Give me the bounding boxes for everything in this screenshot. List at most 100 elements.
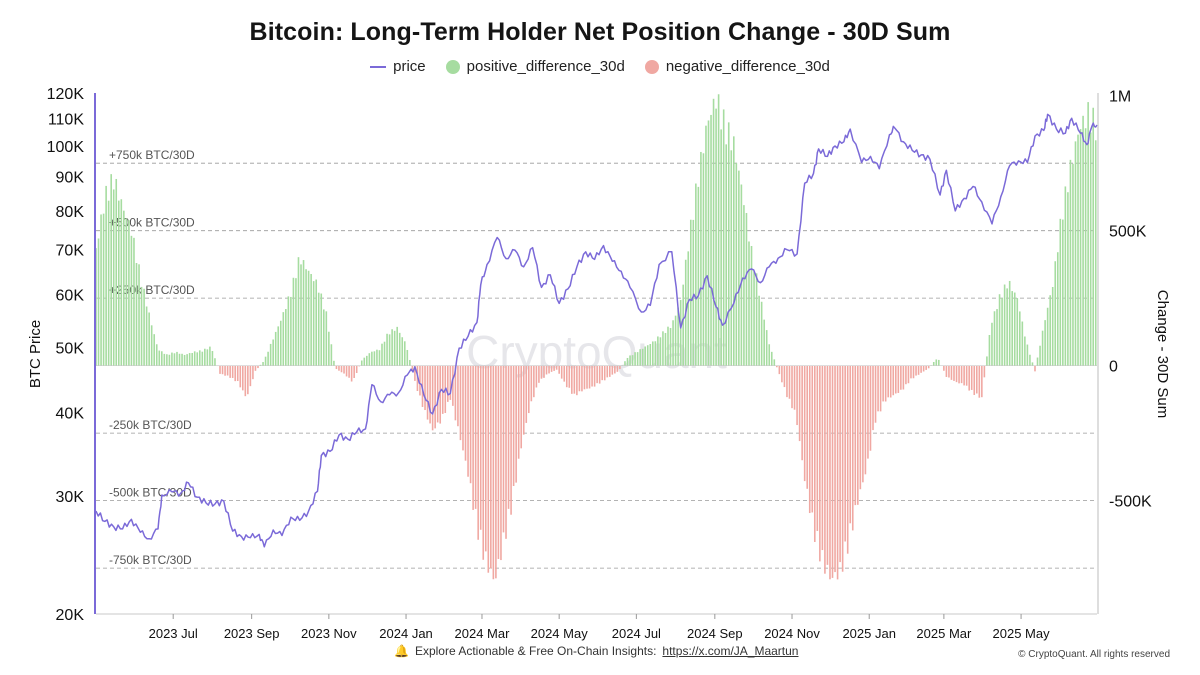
footer-link[interactable]: https://x.com/JA_Maartun [662, 644, 799, 658]
positive-bar [697, 186, 700, 366]
positive-bar [383, 341, 386, 366]
positive-bar [178, 353, 181, 366]
negative-bar [517, 365, 520, 459]
legend-item-price[interactable]: price [370, 58, 426, 75]
positive-bar [730, 150, 733, 366]
positive-bar [687, 251, 690, 366]
x-tick-label-9: 2025 Jan [842, 626, 896, 641]
positive-bar [1062, 219, 1064, 366]
positive-bar [1046, 307, 1049, 366]
negative-bar [573, 365, 576, 394]
x-tick-label-8: 2024 Nov [764, 626, 820, 641]
reference-label-0: +750k BTC/30D [109, 148, 195, 162]
positive-bar [750, 246, 753, 366]
positive-bar [1074, 141, 1077, 366]
positive-bar [181, 353, 183, 366]
positive-bar [186, 354, 188, 366]
x-tick-label-5: 2024 May [531, 626, 589, 641]
left-tick-label-10: 120K [47, 86, 85, 103]
positive-bar [112, 189, 115, 366]
negative-bar [981, 365, 983, 398]
positive-bar [198, 350, 201, 366]
positive-bar [998, 294, 1001, 366]
positive-bar [1077, 134, 1079, 366]
positive-bar [264, 356, 267, 366]
negative-bar [786, 365, 788, 398]
negative-bar [571, 365, 573, 394]
negative-bar [459, 365, 462, 441]
positive-bar [188, 353, 191, 366]
negative-dot-swatch [644, 59, 659, 74]
positive-bar [211, 351, 214, 366]
negative-bar [813, 365, 816, 542]
negative-bar [226, 365, 229, 376]
positive-bar [1072, 163, 1074, 366]
positive-bar [1094, 140, 1097, 366]
negative-bar [854, 365, 857, 506]
x-tick-label-7: 2024 Sep [687, 626, 743, 641]
negative-bar [849, 365, 852, 524]
negative-bar [978, 365, 981, 398]
x-tick-label-10: 2025 Mar [916, 626, 972, 641]
positive-bar [662, 331, 664, 366]
negative-bar [872, 365, 874, 431]
positive-bar [672, 320, 674, 366]
negative-bar [593, 365, 596, 387]
legend-item-positive[interactable]: positive_difference_30d [445, 58, 625, 75]
positive-bar [738, 170, 740, 366]
positive-bar [272, 339, 274, 366]
negative-bar [500, 365, 502, 561]
legend-item-negative[interactable]: negative_difference_30d [644, 58, 830, 75]
positive-bar [652, 341, 654, 366]
positive-bar [285, 309, 287, 366]
left-tick-label-9: 110K [48, 111, 85, 128]
negative-bar [464, 365, 467, 461]
positive-bar [677, 307, 679, 366]
positive-bar [371, 351, 373, 366]
negative-bar [252, 365, 254, 380]
negative-bar [540, 365, 543, 379]
negative-bar [851, 365, 854, 531]
positive-bar [366, 355, 368, 366]
negative-bar [874, 365, 877, 423]
negative-bar [608, 365, 611, 377]
positive-bar [214, 358, 216, 366]
positive-bar [1064, 186, 1067, 366]
negative-bar [550, 365, 553, 372]
positive-bar [712, 98, 715, 366]
positive-bar [667, 326, 669, 366]
negative-bar [578, 365, 581, 392]
positive-bar [398, 332, 401, 366]
positive-bar [631, 355, 634, 366]
positive-bar [196, 352, 199, 366]
positive-bar [206, 349, 209, 366]
negative-bar [882, 365, 884, 402]
negative-bar [467, 365, 469, 477]
negative-bar [970, 365, 973, 390]
negative-bar [884, 365, 887, 402]
positive-bar [115, 178, 118, 366]
positive-bar [657, 336, 659, 366]
positive-bar [138, 264, 140, 366]
negative-bar [591, 365, 593, 387]
positive-bar [1029, 354, 1031, 366]
positive-bar [1054, 261, 1057, 366]
negative-bar [350, 365, 353, 382]
negative-bar [219, 365, 221, 374]
positive-bar [1021, 321, 1024, 366]
positive-bar [932, 362, 935, 366]
negative-bar [793, 365, 796, 410]
positive-bar [996, 309, 998, 366]
negative-bar [568, 365, 571, 388]
negative-bar [469, 365, 472, 484]
positive-bar [710, 114, 712, 366]
negative-bar [545, 365, 548, 375]
positive-bar [674, 315, 677, 366]
positive-bar [1001, 297, 1003, 366]
x-tick-label-1: 2023 Sep [224, 626, 280, 641]
left-axis-label: BTC Price [27, 320, 44, 388]
negative-bar [224, 365, 226, 376]
negative-bar [236, 365, 239, 382]
negative-bar [862, 365, 864, 483]
negative-bar [920, 365, 922, 373]
